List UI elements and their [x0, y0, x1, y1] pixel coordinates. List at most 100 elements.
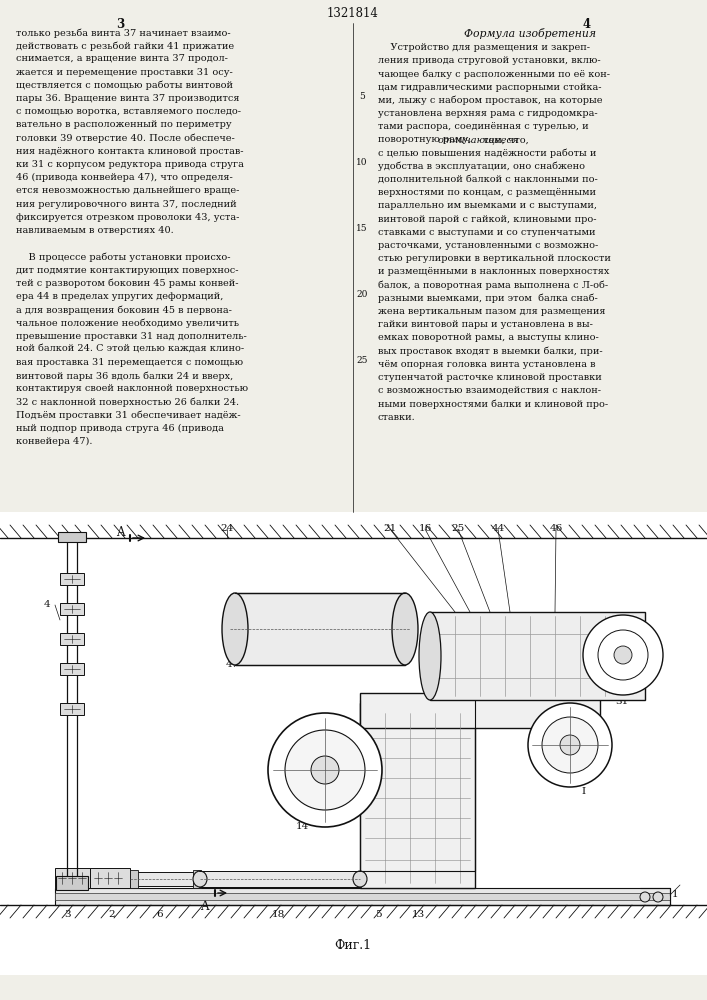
- Text: 1321814: 1321814: [327, 7, 379, 20]
- Text: дит подмятие контактирующих поверхнос-: дит подмятие контактирующих поверхнос-: [16, 266, 238, 275]
- Circle shape: [285, 730, 365, 810]
- Text: Формула изобретения: Формула изобретения: [464, 28, 596, 39]
- Text: балок, а поворотная рама выполнена с Л-об-: балок, а поворотная рама выполнена с Л-о…: [378, 281, 608, 290]
- Text: стью регулировки в вертикальной плоскости: стью регулировки в вертикальной плоскост…: [378, 254, 611, 263]
- Text: чающее балку с расположенными по её кон-: чающее балку с расположенными по её кон-: [378, 69, 610, 79]
- Text: 5: 5: [359, 92, 365, 101]
- Circle shape: [528, 703, 612, 787]
- Text: с помощью воротка, вставляемого последо-: с помощью воротка, вставляемого последо-: [16, 107, 241, 116]
- Bar: [60, 703, 84, 715]
- Bar: [60, 603, 84, 615]
- Text: а для возвращения боковин 45 в первона-: а для возвращения боковин 45 в первона-: [16, 305, 232, 315]
- Circle shape: [311, 756, 339, 784]
- Bar: [55, 868, 90, 888]
- Text: 46: 46: [549, 524, 563, 533]
- Text: 24: 24: [221, 524, 233, 533]
- Text: вательно в расположенный по периметру: вательно в расположенный по периметру: [16, 120, 232, 129]
- Text: 31: 31: [615, 697, 629, 706]
- Text: 16: 16: [419, 524, 432, 533]
- Text: 5: 5: [375, 910, 381, 919]
- Bar: [193, 870, 201, 888]
- Text: ки 31 с корпусом редуктора привода струга: ки 31 с корпусом редуктора привода струг…: [16, 160, 244, 169]
- Text: 47: 47: [226, 660, 239, 669]
- Text: A: A: [116, 526, 124, 539]
- Ellipse shape: [222, 593, 248, 665]
- Ellipse shape: [419, 612, 441, 700]
- Circle shape: [542, 717, 598, 773]
- Text: 21: 21: [383, 524, 397, 533]
- Text: 10: 10: [356, 158, 368, 167]
- Text: ния надёжного контакта клиновой простав-: ния надёжного контакта клиновой простав-: [16, 147, 243, 156]
- Text: ступенчатой расточке клиновой проставки: ступенчатой расточке клиновой проставки: [378, 373, 602, 382]
- Text: фиксируется отрезком проволоки 43, уста-: фиксируется отрезком проволоки 43, уста-: [16, 213, 240, 222]
- Text: с возможностью взаимодействия с наклон-: с возможностью взаимодействия с наклон-: [378, 386, 601, 395]
- Text: установлена верхняя рама с гидродомкра-: установлена верхняя рама с гидродомкра-: [378, 109, 597, 118]
- Bar: [60, 663, 84, 675]
- Text: снимается, а вращение винта 37 продол-: снимается, а вращение винта 37 продол-: [16, 54, 228, 63]
- Text: жена вертикальным пазом для размещения: жена вертикальным пазом для размещения: [378, 307, 605, 316]
- Text: 6: 6: [157, 910, 163, 919]
- Text: с целью повышения надёжности работы и: с целью повышения надёжности работы и: [378, 149, 597, 158]
- Text: отличающееся: отличающееся: [438, 135, 520, 144]
- Text: 25: 25: [451, 524, 464, 533]
- Text: чём опорная головка винта установлена в: чём опорная головка винта установлена в: [378, 360, 595, 369]
- Text: 13: 13: [411, 910, 425, 919]
- Text: параллельно им выемками и с выступами,: параллельно им выемками и с выступами,: [378, 201, 597, 210]
- Text: 4: 4: [44, 600, 51, 609]
- Text: Подъём проставки 31 обеспечивает надёж-: Подъём проставки 31 обеспечивает надёж-: [16, 411, 240, 420]
- Text: расточками, установленными с возможно-: расточками, установленными с возможно-: [378, 241, 598, 250]
- Text: тем, что,: тем, что,: [480, 135, 529, 144]
- Text: A: A: [200, 900, 209, 913]
- Bar: [235, 593, 405, 665]
- Bar: [0, 512, 707, 975]
- Text: ный подпор привода струга 46 (привода: ный подпор привода струга 46 (привода: [16, 424, 224, 433]
- Text: 20: 20: [356, 290, 368, 299]
- Text: 14: 14: [296, 822, 309, 831]
- Text: разными выемками, при этом  балка снаб-: разными выемками, при этом балка снаб-: [378, 294, 597, 303]
- Text: 3: 3: [64, 910, 71, 919]
- Text: удобства в эксплуатации, оно снабжено: удобства в эксплуатации, оно снабжено: [378, 162, 585, 171]
- Text: контактируя своей наклонной поверхностью: контактируя своей наклонной поверхностью: [16, 384, 248, 393]
- Text: ставки.: ставки.: [378, 413, 416, 422]
- Text: Устройство для размещения и закреп-: Устройство для размещения и закреп-: [378, 43, 590, 52]
- Circle shape: [268, 713, 382, 827]
- Text: цам гидравлическими распорными стойка-: цам гидравлическими распорными стойка-: [378, 83, 602, 92]
- Text: поворотную раму,: поворотную раму,: [378, 135, 474, 144]
- Bar: [58, 532, 86, 542]
- Bar: [200, 871, 360, 887]
- Text: навливаемым в отверстиях 40.: навливаемым в отверстиях 40.: [16, 226, 174, 235]
- Bar: [430, 612, 645, 700]
- Text: ера 44 в пределах упругих деформаций,: ера 44 в пределах упругих деформаций,: [16, 292, 223, 301]
- Circle shape: [614, 646, 632, 664]
- Text: 1: 1: [672, 890, 679, 899]
- Text: 15: 15: [356, 224, 368, 233]
- Text: вых проставок входят в выемки балки, при-: вых проставок входят в выемки балки, при…: [378, 347, 602, 356]
- Text: винтовой пары 36 вдоль балки 24 и вверх,: винтовой пары 36 вдоль балки 24 и вверх,: [16, 371, 233, 381]
- Bar: [60, 633, 84, 645]
- Bar: [130, 870, 138, 888]
- Bar: [360, 693, 600, 728]
- Text: пары 36. Вращение винта 37 производится: пары 36. Вращение винта 37 производится: [16, 94, 240, 103]
- Text: 15: 15: [273, 750, 286, 759]
- Text: 2: 2: [109, 910, 115, 919]
- Text: действовать с резьбой гайки 41 прижатие: действовать с резьбой гайки 41 прижатие: [16, 41, 234, 51]
- Text: ния регулировочного винта 37, последний: ния регулировочного винта 37, последний: [16, 200, 237, 209]
- Text: 44: 44: [491, 524, 505, 533]
- Text: жается и перемещение проставки 31 осу-: жается и перемещение проставки 31 осу-: [16, 68, 233, 77]
- Circle shape: [653, 892, 663, 902]
- Bar: [55, 893, 670, 900]
- Text: 18: 18: [271, 910, 285, 919]
- Text: ществляется с помощью работы винтовой: ществляется с помощью работы винтовой: [16, 81, 233, 90]
- Bar: [55, 888, 670, 905]
- Text: вая проставка 31 перемещается с помощью: вая проставка 31 перемещается с помощью: [16, 358, 243, 367]
- Text: верхностями по концам, с размещёнными: верхностями по концам, с размещёнными: [378, 188, 596, 197]
- Text: ется невозможностью дальнейшего враще-: ется невозможностью дальнейшего враще-: [16, 186, 240, 195]
- Text: превышение проставки 31 над дополнитель-: превышение проставки 31 над дополнитель-: [16, 332, 247, 341]
- Text: ставками с выступами и со ступенчатыми: ставками с выступами и со ступенчатыми: [378, 228, 595, 237]
- Bar: [90, 868, 130, 888]
- Ellipse shape: [193, 871, 207, 887]
- Text: и размещёнными в наклонных поверхностях: и размещёнными в наклонных поверхностях: [378, 267, 609, 276]
- Text: I: I: [581, 787, 585, 796]
- Text: 46 (привода конвейера 47), что определя-: 46 (привода конвейера 47), что определя-: [16, 173, 233, 182]
- Text: 4: 4: [583, 18, 591, 31]
